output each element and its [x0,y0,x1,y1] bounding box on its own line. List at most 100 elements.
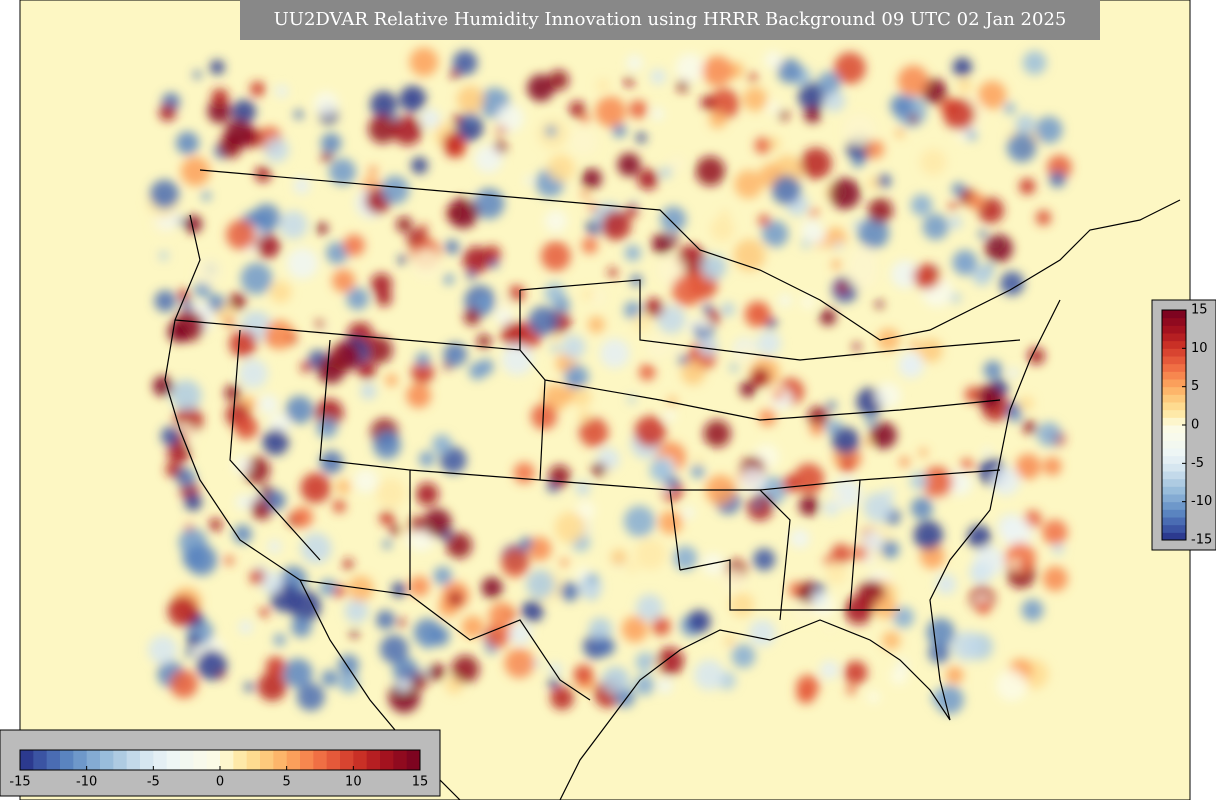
field-blob [176,468,196,488]
field-blob [596,637,616,656]
field-blob [948,215,962,230]
field-blob [244,682,254,692]
field-blob [680,360,706,385]
field-blob [524,175,534,185]
field-blob [152,375,174,397]
tick-label: 0 [216,775,224,790]
field-blob [344,599,369,624]
field-blob [422,508,452,538]
field-blob [578,410,591,423]
field-blob [548,465,571,487]
field-blob [1049,171,1066,188]
field-blob [638,364,656,381]
field-blob [167,595,199,627]
field-blob [814,583,826,594]
field-blob [661,484,672,494]
field-blob [513,462,535,484]
field-blob [185,544,218,576]
tick-label: -15 [9,775,30,790]
field-blob [657,678,673,694]
field-blob [259,607,270,618]
field-blob [224,384,241,402]
field-blob [489,259,499,269]
field-blob [977,80,1007,110]
field-blob [300,472,331,504]
field-blob [391,582,407,598]
field-blob [411,248,442,279]
field-blob [1035,210,1052,226]
field-blob [657,256,686,285]
field-blob [415,352,431,367]
field-blob [697,316,711,330]
field-blob [581,288,594,301]
field-blob [693,455,704,466]
tick-label: 10 [345,775,362,790]
field-blob [1019,178,1036,195]
field-blob [764,51,783,70]
field-blob [527,536,552,561]
field-blob [951,631,982,661]
field-blob [817,71,841,95]
field-blob [260,571,284,595]
field-blob [948,202,957,211]
field-blob [729,592,755,618]
field-blob [978,197,1004,224]
field-blob [1027,347,1045,365]
field-blob [721,302,735,317]
field-blob [544,209,568,233]
colorbar-swatch [1162,432,1186,441]
field-blob [756,330,781,356]
title-box [240,0,1100,40]
field-blob [810,422,824,436]
colorbar-horizontal: -15 -10 -5 0 5 10 15 [9,749,428,790]
field-blob [418,451,435,468]
field-blob [1042,566,1068,592]
field-blob [477,334,492,349]
field-blob [977,383,1002,409]
colorbar-swatch [1162,386,1186,395]
title: UU2DVAR Relative Humidity Innovation usi… [274,9,1067,30]
field-blob [250,569,265,585]
field-blob [801,239,811,249]
colorbar-swatch [220,750,234,770]
field-blob [629,100,648,119]
field-blob [634,416,666,448]
field-blob [991,466,1020,496]
field-blob [898,352,924,379]
field-blob [443,273,455,285]
field-blob [731,644,756,668]
field-blob [526,569,555,599]
field-blob [388,681,420,713]
field-blob [291,506,313,528]
field-blob [895,128,905,138]
field-blob [675,53,705,83]
field-blob [575,480,591,496]
field-blob [561,387,576,402]
field-blob [181,299,193,311]
field-blob [637,168,659,190]
field-blob [823,89,846,112]
field-blob [409,516,425,532]
field-blob [596,78,610,93]
field-blob [839,457,855,473]
colorbar-swatch [366,750,381,770]
field-blob [693,659,725,691]
field-blob [466,270,476,280]
tick-label: -5 [147,775,160,790]
colorbar-swatch [86,750,101,770]
field-blob [167,320,190,343]
field-blob [587,316,605,334]
field-blob [890,667,908,685]
field-blob [561,335,586,360]
field-blob [671,342,687,358]
field-blob [370,273,393,295]
field-blob [834,52,866,85]
field-blob [211,88,229,106]
field-blob [931,690,945,705]
field-blob [452,113,462,124]
field-blob [551,333,560,342]
field-blob [209,59,225,75]
field-blob [811,591,826,606]
